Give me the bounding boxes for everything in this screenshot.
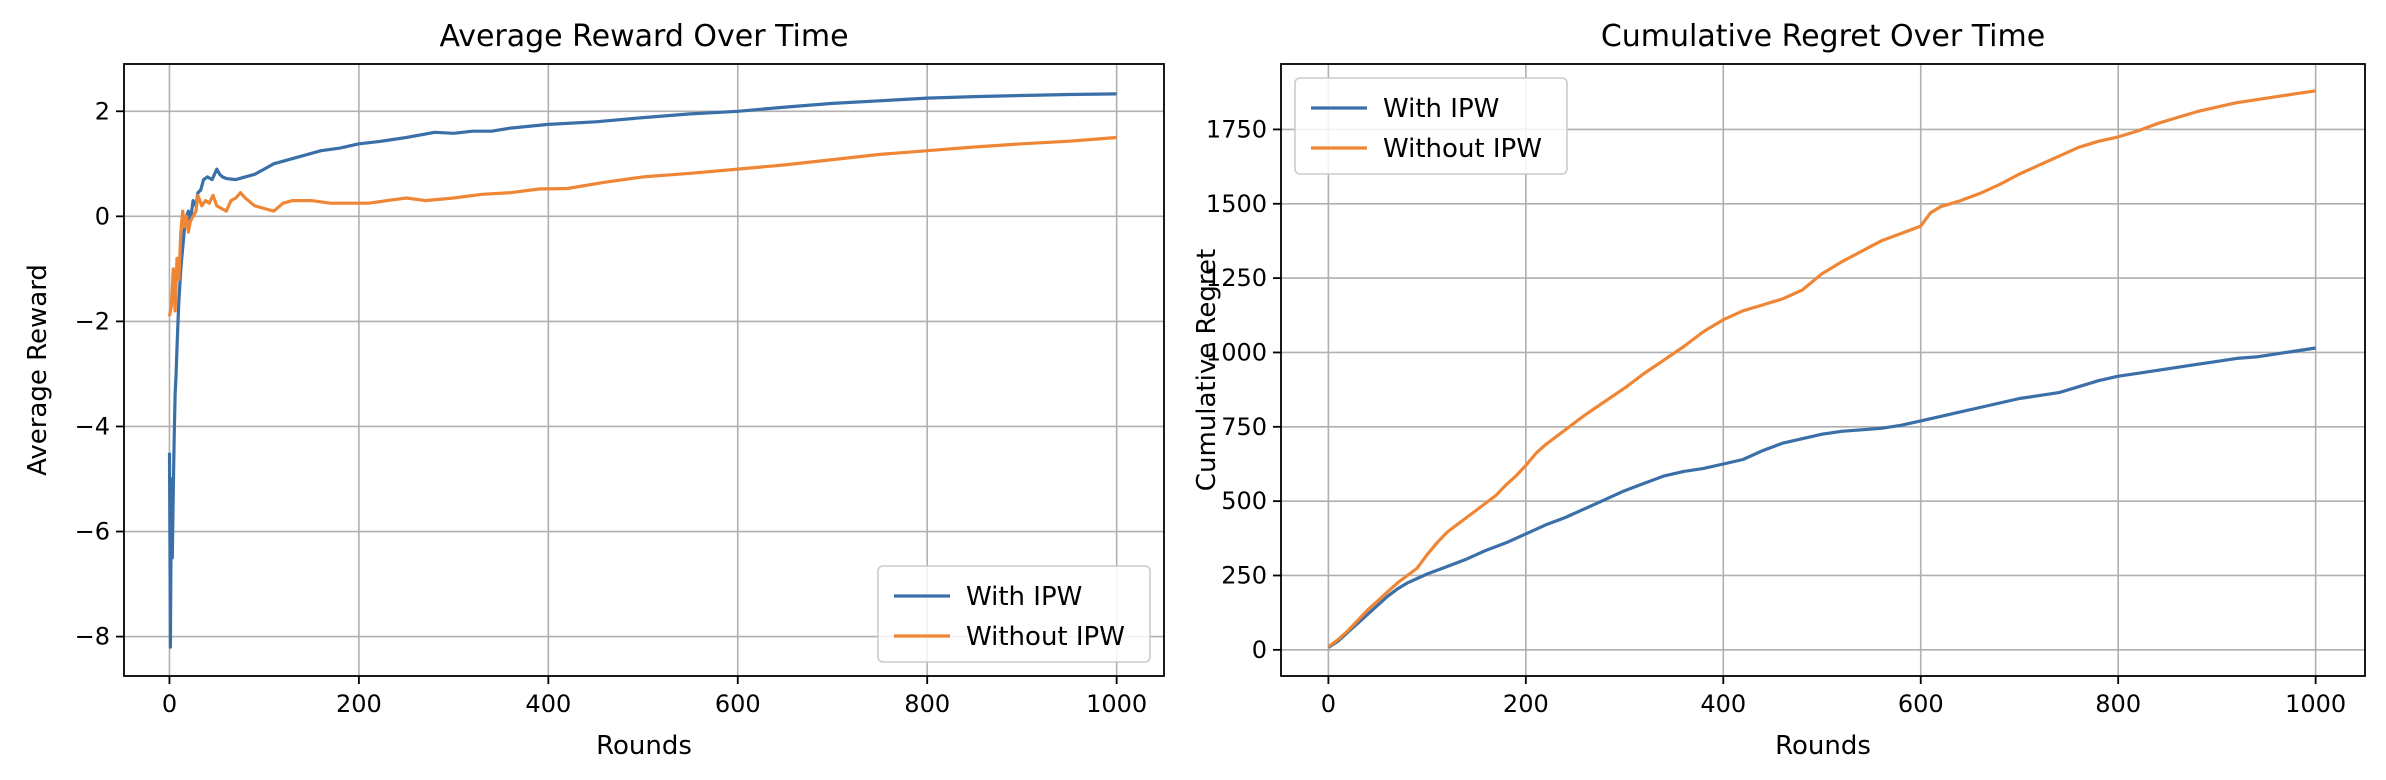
series-line-with-ipw: [167, 92, 1117, 649]
y-tick-label: 0: [95, 202, 110, 230]
y-tick-label: 0: [1252, 636, 1267, 664]
x-tick-label: 1000: [2285, 690, 2346, 718]
series-line-without-ipw: [167, 135, 1117, 317]
legend-label: With IPW: [1383, 94, 1499, 124]
x-tick-label: 800: [2095, 690, 2141, 718]
plot-frame: [1280, 63, 2366, 677]
x-tick-label: 200: [1503, 690, 1549, 718]
y-tick-label: 250: [1221, 561, 1267, 589]
y-tick-label: 1750: [1206, 115, 1267, 143]
x-tick-label: 0: [162, 690, 177, 718]
x-tick-label: 600: [715, 690, 761, 718]
y-tick-label: 2: [95, 97, 110, 125]
legend-box: [1294, 77, 1568, 175]
x-tick-label: 200: [336, 690, 382, 718]
chart-title: Average Reward Over Time: [439, 19, 848, 54]
y-tick-label: −4: [75, 412, 110, 440]
legend: With IPW Without IPW: [1294, 77, 1568, 175]
legend-label: Without IPW: [966, 622, 1125, 652]
plot-frame: [123, 63, 1165, 677]
chart-2: 0 200 400 600 800 1000 0 250 500 750 1000 1250 1500 1…: [1192, 19, 2366, 761]
legend-label: Without IPW: [1383, 134, 1542, 164]
x-tick-label: 800: [904, 690, 950, 718]
x-tick-label: 1000: [1086, 690, 1147, 718]
y-tick-label: 500: [1221, 487, 1267, 515]
y-tick-label: 1500: [1206, 190, 1267, 218]
series-line-with-ipw: [1327, 346, 2316, 649]
x-tick-label: 0: [1321, 690, 1336, 718]
legend-label: With IPW: [966, 582, 1082, 612]
legend: With IPW Without IPW: [877, 565, 1151, 663]
chart-1: 0 200 400 600 800 1000 −8 −6 −4 −2 0 2 Average Rewar…: [23, 19, 1165, 761]
y-tick-label: 1000: [1206, 338, 1267, 366]
y-tick-label: −8: [75, 623, 110, 651]
y-axis-label: Average Reward: [23, 264, 53, 476]
y-tick-label: −2: [75, 307, 110, 335]
legend-box: [877, 565, 1151, 663]
chart-title: Cumulative Regret Over Time: [1601, 19, 2045, 54]
y-axis-label: Cumulative Regret: [1192, 249, 1222, 491]
x-axis-label: Rounds: [596, 731, 692, 761]
x-tick-label: 600: [1898, 690, 1944, 718]
x-axis-label: Rounds: [1775, 731, 1871, 761]
x-tick-label: 400: [1700, 690, 1746, 718]
y-tick-label: 750: [1221, 413, 1267, 441]
y-tick-label: 1250: [1206, 264, 1267, 292]
series-line-without-ipw: [1327, 89, 2316, 649]
y-tick-label: −6: [75, 518, 110, 546]
x-tick-label: 400: [525, 690, 571, 718]
